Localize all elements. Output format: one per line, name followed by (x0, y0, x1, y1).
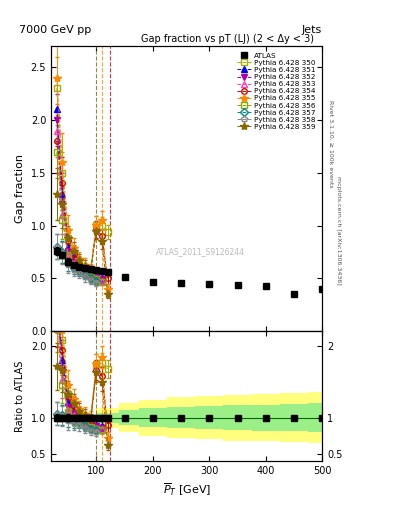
Text: 7000 GeV pp: 7000 GeV pp (18, 25, 91, 35)
Y-axis label: Gap fraction: Gap fraction (15, 154, 25, 223)
Text: mcplots.cern.ch [arXiv:1306.3436]: mcplots.cern.ch [arXiv:1306.3436] (336, 176, 341, 285)
X-axis label: $\overline{P}_T$ [GeV]: $\overline{P}_T$ [GeV] (163, 481, 211, 498)
Text: Gap fraction vs pT (LJ) (2 < Δy < 3): Gap fraction vs pT (LJ) (2 < Δy < 3) (141, 34, 314, 44)
Text: Jets: Jets (302, 25, 322, 35)
Legend: ATLAS, Pythia 6.428 350, Pythia 6.428 351, Pythia 6.428 352, Pythia 6.428 353, P: ATLAS, Pythia 6.428 350, Pythia 6.428 35… (234, 50, 319, 133)
Text: ATLAS_2011_S9126244: ATLAS_2011_S9126244 (156, 247, 245, 256)
Text: Rivet 3.1.10, ≥ 100k events: Rivet 3.1.10, ≥ 100k events (328, 99, 333, 187)
Y-axis label: Ratio to ATLAS: Ratio to ATLAS (15, 360, 25, 432)
